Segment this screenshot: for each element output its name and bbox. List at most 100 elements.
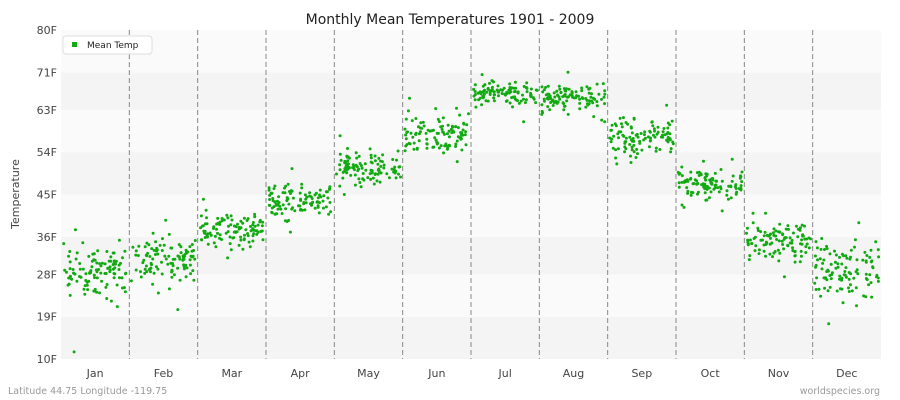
data-point: [548, 108, 552, 112]
data-point: [776, 248, 780, 252]
data-point: [203, 236, 207, 239]
data-point: [585, 102, 589, 106]
data-point: [205, 233, 209, 237]
data-point: [184, 275, 188, 279]
data-point: [92, 273, 96, 277]
data-point: [178, 257, 182, 261]
data-point: [214, 245, 218, 249]
data-point: [424, 131, 428, 135]
data-point: [119, 261, 122, 265]
data-point: [513, 90, 517, 93]
data-point: [169, 246, 173, 250]
data-point: [788, 236, 792, 240]
data-point: [813, 254, 817, 258]
data-point: [343, 167, 347, 171]
data-point: [261, 238, 265, 242]
data-point: [167, 287, 171, 291]
data-point: [600, 97, 603, 101]
data-point: [828, 252, 832, 256]
data-point: [621, 133, 625, 137]
data-point: [152, 248, 156, 252]
data-point: [682, 180, 686, 184]
data-point: [817, 287, 821, 291]
data-point: [589, 95, 593, 99]
y-tick-label: 10F: [37, 353, 57, 366]
data-point: [689, 176, 693, 180]
data-point: [603, 92, 607, 96]
data-point: [311, 200, 315, 204]
data-point: [753, 235, 757, 239]
data-point: [253, 224, 257, 228]
data-point: [565, 99, 569, 103]
data-point: [369, 156, 373, 160]
x-tick-label: Sep: [631, 367, 652, 380]
data-point: [781, 243, 785, 246]
data-point: [239, 235, 243, 239]
data-point: [865, 278, 869, 282]
data-point: [793, 260, 797, 264]
data-point: [597, 92, 601, 96]
data-point: [156, 252, 160, 256]
data-point: [216, 216, 220, 220]
data-point: [200, 238, 204, 242]
data-point: [473, 98, 477, 102]
data-point: [456, 135, 460, 139]
data-point: [680, 165, 684, 169]
data-point: [750, 242, 754, 246]
data-point: [640, 148, 644, 152]
data-point: [304, 197, 308, 201]
data-point: [777, 239, 781, 243]
data-point: [379, 164, 383, 168]
data-point: [649, 139, 652, 142]
data-point: [653, 129, 656, 133]
data-point: [665, 103, 669, 107]
data-point: [66, 283, 70, 287]
data-point: [635, 147, 639, 151]
data-point: [867, 283, 871, 287]
data-point: [454, 125, 458, 129]
data-point: [529, 87, 533, 91]
data-point: [259, 230, 263, 233]
data-point: [281, 191, 285, 195]
data-point: [853, 245, 856, 249]
data-point: [241, 221, 245, 225]
data-point: [164, 218, 168, 222]
data-point: [370, 169, 374, 173]
data-point: [313, 193, 317, 197]
data-point: [852, 276, 856, 280]
data-point: [720, 179, 724, 183]
data-point: [847, 277, 851, 281]
data-point: [549, 101, 553, 104]
data-point: [618, 116, 622, 120]
data-point: [540, 103, 544, 107]
data-point: [161, 237, 164, 241]
data-point: [434, 138, 438, 142]
data-point: [121, 256, 124, 260]
data-point: [193, 239, 197, 242]
data-point: [302, 201, 306, 204]
data-point: [740, 170, 744, 174]
data-point: [177, 243, 181, 247]
data-point: [685, 186, 689, 190]
data-point: [436, 117, 440, 121]
y-axis-label: Temperature: [9, 159, 22, 230]
data-point: [305, 195, 309, 199]
data-point: [624, 121, 628, 124]
data-point: [232, 230, 236, 234]
data-point: [403, 149, 407, 153]
data-point: [247, 240, 251, 244]
data-point: [353, 183, 357, 187]
data-point: [467, 112, 470, 116]
data-point: [160, 249, 164, 252]
data-point: [72, 271, 75, 275]
x-tick-label: Apr: [291, 367, 311, 380]
data-point: [279, 207, 283, 211]
data-point: [451, 125, 454, 129]
data-point: [91, 252, 95, 256]
data-point: [813, 281, 817, 285]
data-point: [253, 215, 257, 219]
data-point: [409, 131, 413, 135]
data-point: [83, 284, 87, 288]
data-point: [875, 273, 879, 277]
data-point: [757, 248, 761, 252]
